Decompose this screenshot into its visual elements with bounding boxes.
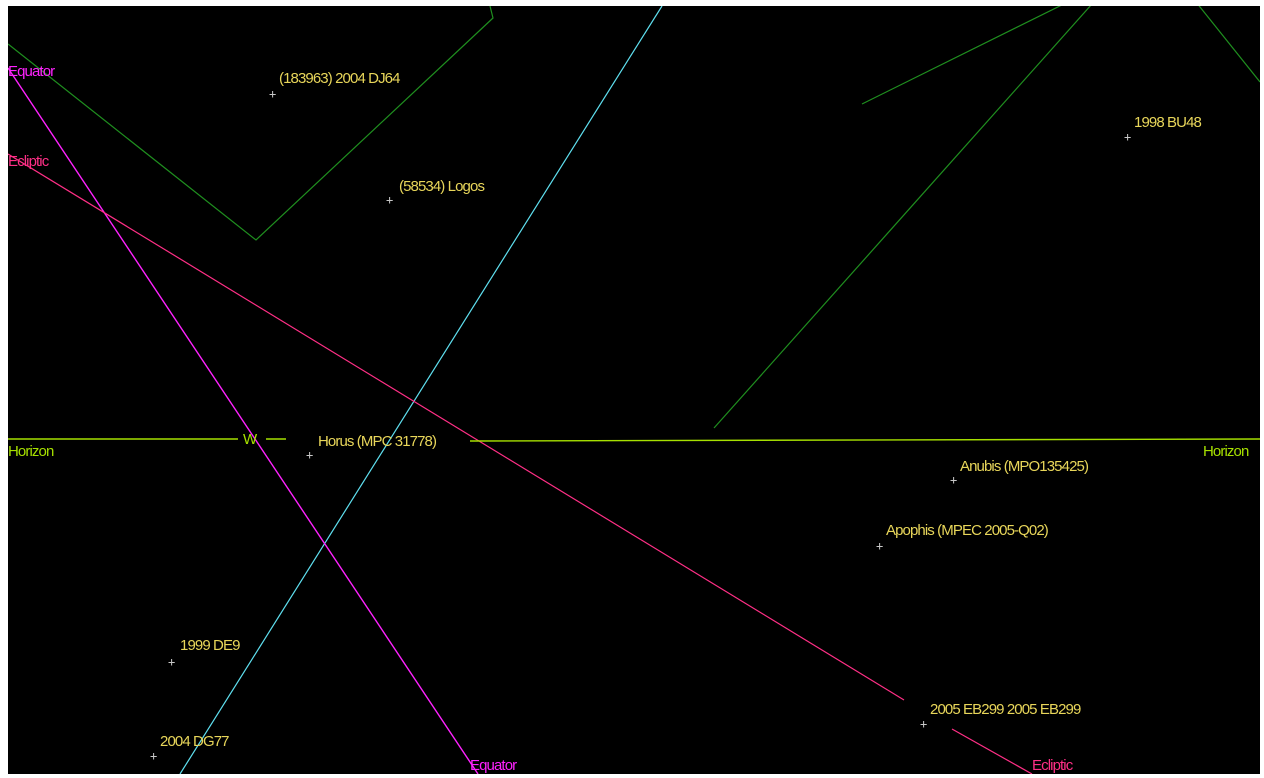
object-marker-icon[interactable]: + <box>386 193 394 207</box>
object-marker-icon[interactable]: + <box>950 473 958 487</box>
object-label[interactable]: (183963) 2004 DJ64 <box>279 70 400 87</box>
object-label[interactable]: Anubis (MPO135425) <box>960 458 1089 475</box>
ecliptic-label-top: Ecliptic <box>8 153 49 170</box>
object-marker-icon[interactable]: + <box>876 539 884 553</box>
equator-line <box>8 67 479 774</box>
constellation-line-right-a <box>861 6 1062 105</box>
object-label[interactable]: 1998 BU48 <box>1134 114 1202 131</box>
object-label[interactable]: 2004 DG77 <box>160 733 230 750</box>
object-marker-icon[interactable]: + <box>168 655 176 669</box>
constellation-line-left <box>8 6 494 241</box>
compass-west-label: W <box>243 431 257 448</box>
ecliptic-label-bottom: Ecliptic <box>1032 757 1073 774</box>
constellation-line-right-b <box>713 6 1092 429</box>
equator-label-bottom: Equator <box>470 757 517 774</box>
sky-lines <box>8 6 1260 774</box>
horizon-line-right <box>469 438 1260 442</box>
celestial-meridian-line <box>179 6 663 774</box>
object-label[interactable]: 2005 EB299 2005 EB299 <box>930 701 1081 718</box>
ecliptic-line-upper <box>8 153 905 701</box>
ecliptic-line-lower <box>951 728 1033 774</box>
horizon-label-left: Horizon <box>8 443 54 460</box>
object-marker-icon[interactable]: + <box>1124 130 1132 144</box>
horizon-label-right: Horizon <box>1203 443 1249 460</box>
constellation-line-right-c <box>1198 6 1260 83</box>
object-label[interactable]: Apophis (MPEC 2005-Q02) <box>886 522 1049 539</box>
object-label[interactable]: (58534) Logos <box>399 178 485 195</box>
object-marker-icon[interactable]: + <box>150 749 158 763</box>
object-marker-icon[interactable]: + <box>269 87 277 101</box>
object-marker-icon[interactable]: + <box>306 448 314 462</box>
object-marker-icon[interactable]: + <box>920 717 928 731</box>
equator-label-top: Equator <box>8 63 55 80</box>
sky-chart-view[interactable]: Equator Equator Ecliptic Ecliptic Horizo… <box>8 6 1260 774</box>
object-label[interactable]: Horus (MPC 31778) <box>318 433 437 450</box>
object-label[interactable]: 1999 DE9 <box>180 637 240 654</box>
